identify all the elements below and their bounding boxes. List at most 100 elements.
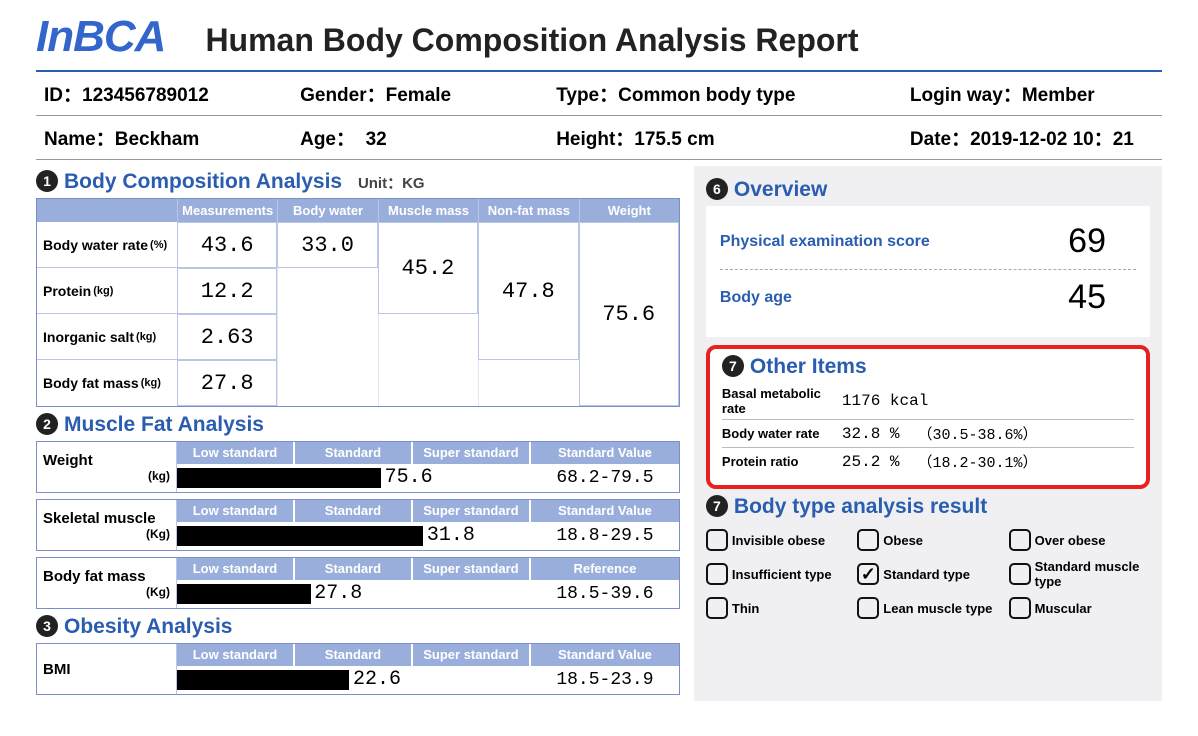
other-item-label: Protein ratio bbox=[722, 454, 842, 469]
section-3-heading: Obesity Analysis bbox=[64, 615, 232, 638]
body-type-label: Standard muscle type bbox=[1035, 559, 1150, 589]
other-items-box: 7Other Items Basal metabolic rate 1176 k… bbox=[706, 345, 1150, 489]
other-item-label: Body water rate bbox=[722, 426, 842, 441]
comp-row-protein-unit: (kg) bbox=[93, 285, 113, 297]
bar-label: BMI bbox=[37, 644, 177, 694]
cell-bodywater: 33.0 bbox=[277, 222, 377, 268]
section-7b-num: 7 bbox=[706, 495, 728, 517]
cell-weight: 75.6 bbox=[579, 222, 679, 406]
body-type-checkbox[interactable] bbox=[1009, 563, 1031, 585]
section-1-title: 1Body Composition Analysis Unit：KG bbox=[36, 170, 680, 194]
other-item-value: 25.2 % bbox=[842, 453, 900, 471]
other-item-range: （18.2-30.1%） bbox=[918, 451, 1038, 472]
cell-fat-meas: 27.8 bbox=[177, 360, 277, 406]
section-7a-num: 7 bbox=[722, 355, 744, 377]
bar-row: BMI Low standard Standard Super standard… bbox=[36, 643, 680, 695]
body-type-item: Lean muscle type bbox=[857, 597, 998, 619]
section-6-heading: Overview bbox=[734, 178, 827, 201]
bar-value: 75.6 bbox=[385, 466, 433, 489]
seg-std: Standard bbox=[293, 644, 411, 666]
bar-row: Weight(kg) Low standard Standard Super s… bbox=[36, 441, 680, 493]
other-item-row: Protein ratio 25.2 % （18.2-30.1%） bbox=[722, 448, 1134, 475]
section-7a-title: 7Other Items bbox=[722, 355, 1134, 379]
bar-std-value: 18.8-29.5 bbox=[531, 522, 679, 550]
body-type-item: Standard type bbox=[857, 559, 998, 589]
seg-std: Standard bbox=[293, 500, 411, 522]
body-type-checkbox[interactable] bbox=[1009, 597, 1031, 619]
other-item-value: 32.8 % bbox=[842, 425, 900, 443]
body-type-checkbox[interactable] bbox=[706, 563, 728, 585]
other-item-label: Basal metabolic rate bbox=[722, 386, 842, 416]
section-3-num: 3 bbox=[36, 615, 58, 637]
cell-protein-meas: 12.2 bbox=[177, 268, 277, 314]
seg-low: Low standard bbox=[177, 644, 293, 666]
body-type-checkbox[interactable] bbox=[1009, 529, 1031, 551]
section-2-heading: Muscle Fat Analysis bbox=[64, 413, 264, 436]
comp-row-bwr: Body water rate bbox=[43, 237, 148, 253]
height-label: Height： bbox=[556, 129, 634, 150]
comp-col-bodywater: Body water bbox=[277, 199, 377, 222]
body-type-item: Over obese bbox=[1009, 529, 1150, 551]
bar-fill bbox=[177, 526, 423, 546]
body-type-checkbox[interactable] bbox=[706, 529, 728, 551]
overview-score-label: Physical examination score bbox=[720, 233, 1068, 251]
id-label: ID： bbox=[44, 85, 82, 106]
name-label: Name： bbox=[44, 129, 115, 150]
section-6-title: 6 Overview bbox=[706, 178, 1150, 202]
comp-row-bwr-unit: (%) bbox=[150, 239, 167, 251]
age-label: Age： bbox=[300, 129, 355, 150]
id-value: 123456789012 bbox=[82, 85, 209, 106]
body-type-label: Obese bbox=[883, 533, 923, 548]
body-type-label: Invisible obese bbox=[732, 533, 825, 548]
comp-row-protein: Protein bbox=[43, 283, 91, 299]
section-6-num: 6 bbox=[706, 178, 728, 200]
comp-col-weight: Weight bbox=[579, 199, 679, 222]
bar-std-head: Standard Value bbox=[531, 644, 679, 666]
bar-fill bbox=[177, 584, 311, 604]
seg-super: Super standard bbox=[411, 442, 529, 464]
bar-fill bbox=[177, 468, 381, 488]
section-1-heading: Body Composition Analysis bbox=[64, 170, 342, 193]
bar-label: Body fat mass(Kg) bbox=[37, 558, 177, 608]
comp-row-fat: Body fat mass bbox=[43, 375, 139, 391]
gender-value: Female bbox=[386, 85, 451, 106]
section-2-num: 2 bbox=[36, 413, 58, 435]
date-value: 2019-12-02 10：21 bbox=[970, 129, 1134, 150]
cell-inorganic-meas: 2.63 bbox=[177, 314, 277, 360]
logo: InBCA bbox=[36, 12, 165, 62]
seg-low: Low standard bbox=[177, 442, 293, 464]
comp-row-fat-unit: (kg) bbox=[141, 377, 161, 389]
other-item-row: Body water rate 32.8 % （30.5-38.6%） bbox=[722, 420, 1134, 448]
seg-super: Super standard bbox=[411, 644, 529, 666]
seg-low: Low standard bbox=[177, 558, 293, 580]
overview-box: Physical examination score 69 Body age 4… bbox=[706, 206, 1150, 337]
body-type-label: Muscular bbox=[1035, 601, 1092, 616]
overview-score-value: 69 bbox=[1068, 222, 1136, 261]
body-type-item: Insufficient type bbox=[706, 559, 847, 589]
body-type-item: Invisible obese bbox=[706, 529, 847, 551]
seg-super: Super standard bbox=[411, 500, 529, 522]
bar-fill bbox=[177, 670, 349, 690]
bar-label: Skeletal muscle(Kg) bbox=[37, 500, 177, 550]
report-title: Human Body Composition Analysis Report bbox=[205, 22, 858, 59]
section-7b-title: 7 Body type analysis result bbox=[706, 495, 1150, 519]
bar-std-value: 18.5-23.9 bbox=[531, 666, 679, 694]
body-type-item: Obese bbox=[857, 529, 998, 551]
section-7b-heading: Body type analysis result bbox=[734, 495, 987, 518]
composition-table: Measurements Body water Muscle mass Non-… bbox=[36, 198, 680, 407]
section-2-title: 2 Muscle Fat Analysis bbox=[36, 413, 680, 437]
date-label: Date： bbox=[910, 129, 970, 150]
body-type-checkbox[interactable] bbox=[706, 597, 728, 619]
overview-bodyage-value: 45 bbox=[1068, 278, 1136, 317]
section-3-title: 3 Obesity Analysis bbox=[36, 615, 680, 639]
body-type-checkbox[interactable] bbox=[857, 529, 879, 551]
bar-std-value: 68.2-79.5 bbox=[531, 464, 679, 492]
section-1-num: 1 bbox=[36, 170, 58, 192]
body-type-checkbox[interactable] bbox=[857, 597, 879, 619]
body-type-grid: Invisible obese Obese Over obese Insuffi… bbox=[706, 523, 1150, 619]
cell-muscle: 45.2 bbox=[378, 222, 478, 314]
bar-std-value: 18.5-39.6 bbox=[531, 580, 679, 608]
bar-std-head: Standard Value bbox=[531, 442, 679, 464]
login-value: Member bbox=[1022, 85, 1095, 106]
body-type-checkbox[interactable] bbox=[857, 563, 879, 585]
